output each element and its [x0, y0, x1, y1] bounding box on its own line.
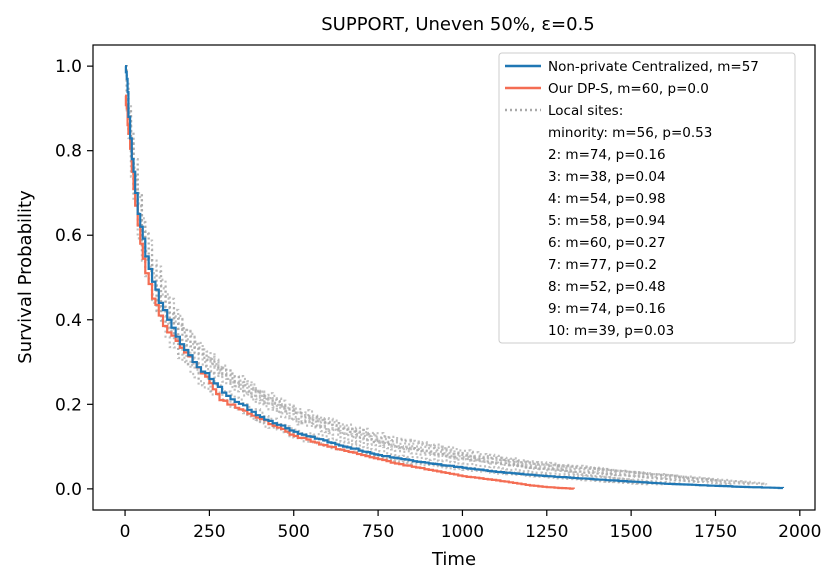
y-tick-label: 0.0 — [55, 480, 82, 500]
legend-local-entry: 7: m=77, p=0.2 — [548, 257, 657, 273]
x-tick-label: 1500 — [609, 522, 652, 542]
x-tick-label: 2000 — [778, 522, 821, 542]
legend-local-entry: 3: m=38, p=0.04 — [548, 169, 666, 185]
x-axis-ticks: 0 250 500 750 1000 1250 1500 1750 2000 — [120, 510, 821, 542]
dps-line — [124, 94, 575, 490]
legend-local-entry: 5: m=58, p=0.94 — [548, 213, 666, 229]
chart-title: SUPPORT, Uneven 50%, ε=0.5 — [321, 14, 595, 35]
x-tick-label: 0 — [120, 522, 131, 542]
y-tick-label: 0.8 — [55, 142, 82, 162]
y-tick-label: 0.2 — [55, 395, 82, 415]
y-axis-title: Survival Probability — [15, 190, 36, 364]
x-tick-label: 1250 — [525, 522, 568, 542]
y-tick-label: 1.0 — [55, 57, 82, 77]
local-site-line-3 — [125, 65, 666, 486]
axes-frame — [92, 44, 816, 511]
legend-label-local-header: Local sites: — [548, 103, 623, 119]
legend-label-nonprivate: Non-private Centralized, m=57 — [548, 59, 759, 75]
y-axis-ticks: 0.0 0.2 0.4 0.6 0.8 1.0 — [55, 57, 93, 500]
main-series-layer — [124, 65, 785, 490]
legend-local-entry: 9: m=74, p=0.16 — [548, 301, 666, 317]
legend-local-entry: 6: m=60, p=0.27 — [548, 235, 666, 251]
legend-label-dps: Our DP-S, m=60, p=0.0 — [548, 81, 709, 97]
local-site-line-minority — [125, 65, 633, 482]
legend-local-entry: 2: m=74, p=0.16 — [548, 147, 666, 163]
local-site-line-9 — [125, 65, 768, 485]
y-tick-label: 0.6 — [55, 226, 82, 246]
y-tick-label: 0.4 — [55, 311, 82, 331]
x-tick-label: 500 — [278, 522, 310, 542]
x-axis-title: Time — [431, 549, 476, 570]
x-tick-label: 1750 — [694, 522, 737, 542]
legend-local-entry: minority: m=56, p=0.53 — [548, 125, 712, 141]
nonprivate-centralized-line — [124, 65, 785, 490]
legend-local-entry: 4: m=54, p=0.98 — [548, 191, 666, 207]
x-tick-label: 250 — [193, 522, 225, 542]
x-tick-label: 750 — [362, 522, 394, 542]
local-site-line-6 — [125, 65, 751, 486]
x-tick-label: 1000 — [441, 522, 484, 542]
legend-box — [498, 52, 796, 344]
local-site-line-5 — [125, 65, 700, 484]
legend-local-entry: 8: m=52, p=0.48 — [548, 279, 666, 295]
legend-local-entry: 10: m=39, p=0.03 — [548, 323, 674, 339]
legend: Non-private Centralized, m=57 Our DP-S, … — [498, 52, 796, 344]
